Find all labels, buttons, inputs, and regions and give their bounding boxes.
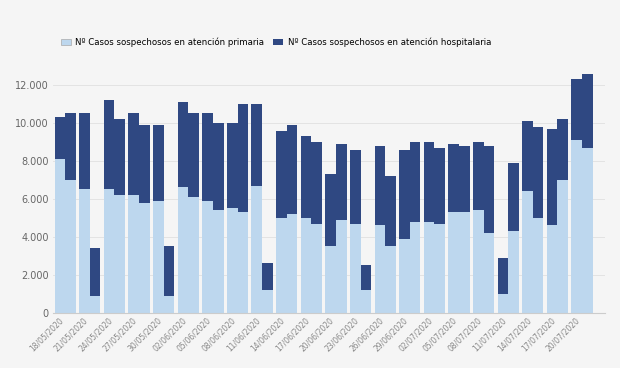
- Bar: [128, 195, 139, 313]
- Bar: [374, 226, 385, 313]
- Bar: [104, 100, 115, 190]
- Bar: [65, 180, 76, 313]
- Bar: [473, 210, 484, 313]
- Legend: Nº Casos sospechosos en atención primaria, Nº Casos sospechosos en atención hosp: Nº Casos sospechosos en atención primari…: [57, 34, 494, 50]
- Bar: [227, 123, 237, 208]
- Bar: [104, 190, 115, 313]
- Bar: [522, 191, 533, 313]
- Bar: [410, 222, 420, 313]
- Bar: [252, 104, 262, 185]
- Bar: [188, 197, 199, 313]
- Bar: [178, 188, 188, 313]
- Bar: [522, 121, 533, 191]
- Bar: [188, 113, 199, 197]
- Bar: [423, 222, 435, 313]
- Bar: [286, 125, 298, 214]
- Bar: [399, 149, 410, 239]
- Bar: [572, 79, 582, 140]
- Bar: [115, 119, 125, 195]
- Bar: [153, 125, 164, 201]
- Bar: [90, 296, 100, 313]
- Bar: [508, 231, 519, 313]
- Bar: [374, 146, 385, 226]
- Bar: [276, 131, 286, 218]
- Bar: [213, 210, 224, 313]
- Bar: [361, 290, 371, 313]
- Bar: [448, 212, 459, 313]
- Bar: [533, 218, 544, 313]
- Bar: [301, 218, 311, 313]
- Bar: [227, 208, 237, 313]
- Bar: [385, 176, 396, 246]
- Bar: [90, 248, 100, 296]
- Bar: [262, 290, 273, 313]
- Bar: [153, 201, 164, 313]
- Bar: [79, 190, 90, 313]
- Bar: [399, 239, 410, 313]
- Bar: [202, 201, 213, 313]
- Bar: [178, 102, 188, 188]
- Bar: [55, 117, 65, 159]
- Bar: [79, 113, 90, 190]
- Bar: [128, 113, 139, 195]
- Bar: [326, 246, 336, 313]
- Bar: [435, 148, 445, 223]
- Bar: [311, 223, 322, 313]
- Bar: [65, 113, 76, 180]
- Bar: [139, 125, 149, 203]
- Bar: [326, 174, 336, 246]
- Bar: [423, 142, 435, 222]
- Bar: [508, 163, 519, 231]
- Bar: [448, 144, 459, 212]
- Bar: [301, 136, 311, 218]
- Bar: [547, 129, 557, 226]
- Bar: [435, 223, 445, 313]
- Bar: [459, 212, 469, 313]
- Bar: [498, 258, 508, 294]
- Bar: [336, 220, 347, 313]
- Bar: [237, 212, 248, 313]
- Bar: [213, 123, 224, 210]
- Bar: [582, 74, 593, 148]
- Bar: [484, 146, 494, 233]
- Bar: [139, 203, 149, 313]
- Bar: [336, 144, 347, 220]
- Bar: [164, 246, 174, 296]
- Bar: [361, 265, 371, 290]
- Bar: [498, 294, 508, 313]
- Bar: [286, 214, 298, 313]
- Bar: [473, 142, 484, 210]
- Bar: [385, 246, 396, 313]
- Bar: [164, 296, 174, 313]
- Bar: [311, 142, 322, 223]
- Bar: [533, 127, 544, 218]
- Bar: [252, 185, 262, 313]
- Bar: [484, 233, 494, 313]
- Bar: [115, 195, 125, 313]
- Bar: [557, 119, 568, 180]
- Bar: [350, 149, 361, 223]
- Bar: [459, 146, 469, 212]
- Bar: [262, 263, 273, 290]
- Bar: [202, 113, 213, 201]
- Bar: [572, 140, 582, 313]
- Bar: [557, 180, 568, 313]
- Bar: [276, 218, 286, 313]
- Bar: [237, 104, 248, 212]
- Bar: [350, 223, 361, 313]
- Bar: [410, 142, 420, 222]
- Bar: [547, 226, 557, 313]
- Bar: [55, 159, 65, 313]
- Bar: [582, 148, 593, 313]
